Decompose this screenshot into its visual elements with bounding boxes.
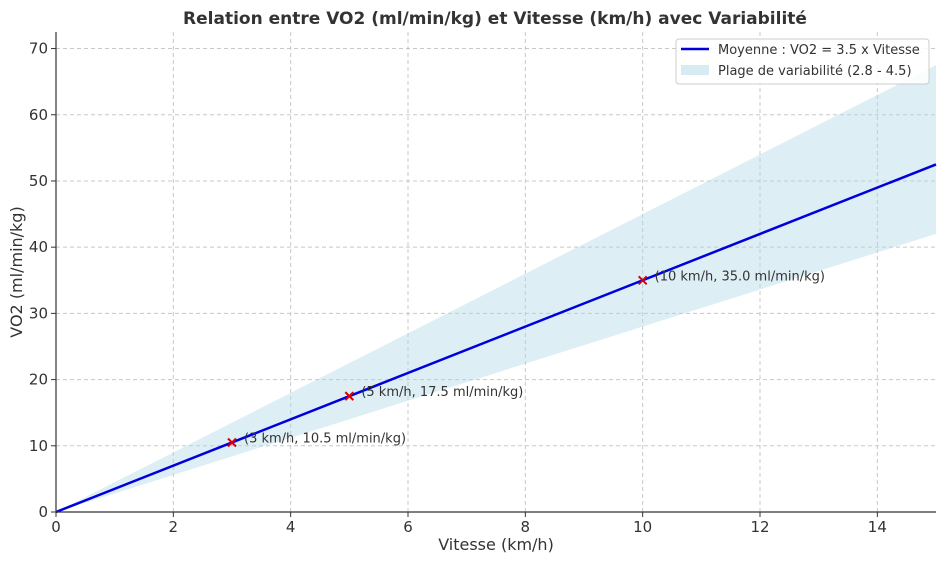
tick-labels: 0 2 4 6 8 10 12 14 0 10 20 30 40 50 60 70 [29, 40, 887, 536]
y-tick-label: 60 [29, 106, 48, 124]
y-tick-label: 40 [29, 238, 48, 256]
axes [51, 32, 936, 517]
legend-label-mean: Moyenne : VO2 = 3.5 x Vitesse [718, 43, 920, 58]
variability-band [56, 65, 936, 512]
point-marker [227, 437, 237, 448]
y-axis-label: VO2 (ml/min/kg) [7, 206, 26, 337]
legend: Moyenne : VO2 = 3.5 x Vitesse Plage de v… [675, 38, 930, 85]
x-axis-label: Vitesse (km/h) [438, 535, 554, 554]
x-tick-label: 12 [750, 518, 769, 536]
point-annotation: (3 km/h, 10.5 ml/min/kg) [244, 431, 406, 446]
y-tick-label: 30 [29, 304, 48, 322]
y-tick-label: 10 [29, 437, 48, 455]
y-tick-label: 50 [29, 172, 48, 190]
highlight-point: (3 km/h, 10.5 ml/min/kg) [227, 431, 406, 448]
highlight-point: (10 km/h, 35.0 ml/min/kg) [637, 269, 825, 285]
x-tick-label: 6 [403, 518, 413, 536]
x-tick-label: 8 [521, 518, 531, 536]
mean-line [55, 163, 937, 514]
point-annotation: (10 km/h, 35.0 ml/min/kg) [655, 269, 825, 284]
point-marker [344, 391, 355, 401]
x-tick-label: 0 [51, 518, 61, 536]
x-tick-label: 2 [169, 518, 179, 536]
y-tick-label: 70 [29, 40, 48, 58]
grid [56, 32, 936, 512]
y-tick-label: 20 [29, 371, 48, 389]
points-layer: (3 km/h, 10.5 ml/min/kg) (5 km/h, 17.5 ml… [227, 269, 825, 448]
legend-label-band: Plage de variabilité (2.8 - 4.5) [718, 64, 912, 79]
mean-line-layer [55, 163, 937, 514]
x-tick-label: 10 [633, 518, 652, 536]
chart-title: Relation entre VO2 (ml/min/kg) et Vitess… [183, 9, 807, 29]
legend-box [675, 38, 930, 85]
variability-band-layer [56, 65, 936, 512]
point-marker [637, 275, 648, 285]
x-tick-label: 14 [868, 518, 887, 536]
x-tick-label: 4 [286, 518, 296, 536]
highlight-point: (5 km/h, 17.5 ml/min/kg) [344, 385, 523, 401]
y-tick-label: 0 [38, 503, 48, 521]
legend-band-swatch [681, 65, 709, 75]
point-annotation: (5 km/h, 17.5 ml/min/kg) [361, 385, 523, 400]
